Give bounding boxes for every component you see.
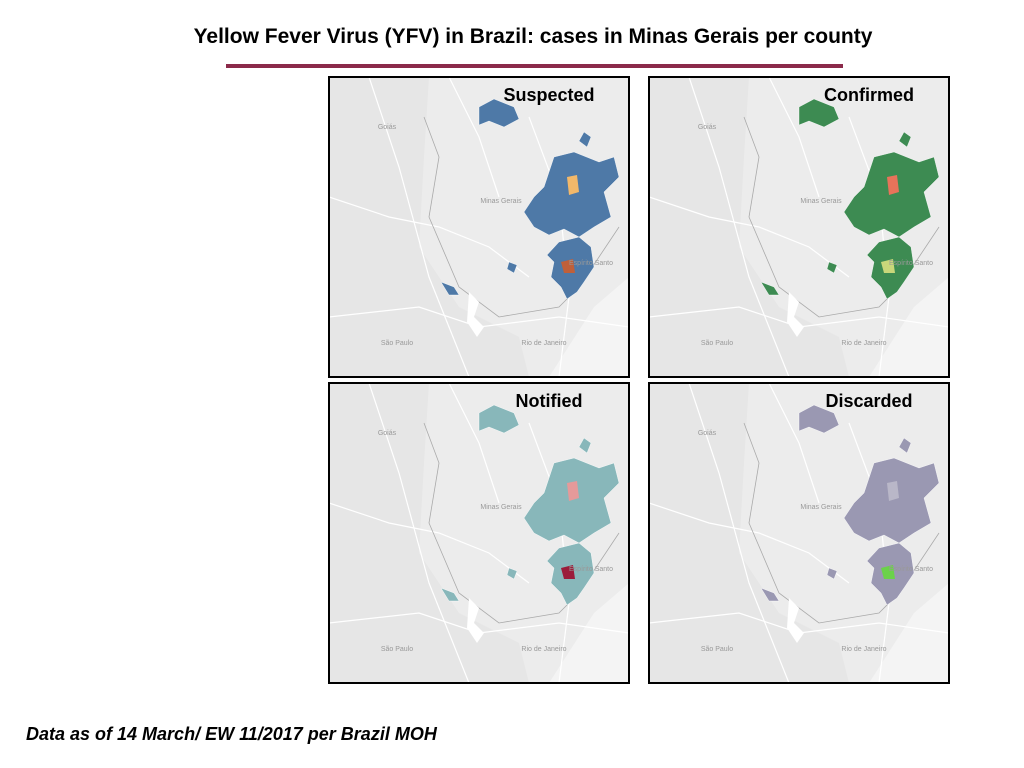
county-cluster	[506, 567, 518, 580]
map-panel: Goiás Minas Gerais Espírito Santo Rio de Ja…	[328, 382, 630, 684]
highlight	[567, 481, 579, 501]
map-panel: Goiás Minas Gerais Espírito Santo Rio de Ja…	[648, 382, 950, 684]
ocean	[869, 277, 949, 377]
county-cluster	[826, 567, 838, 580]
map-label: Espírito Santo	[569, 260, 613, 267]
highlight	[561, 565, 575, 579]
ocean	[869, 583, 949, 683]
highlight	[561, 259, 575, 273]
county-cluster	[440, 587, 460, 602]
map: Goiás Minas Gerais Espírito Santo Rio de Ja…	[329, 383, 629, 683]
map-label: São Paulo	[701, 646, 733, 653]
slide-title: Yellow Fever Virus (YFV) in Brazil: case…	[194, 25, 873, 48]
county-cluster	[798, 404, 840, 434]
county-cluster	[440, 281, 460, 296]
map-label: Espírito Santo	[569, 566, 613, 573]
county-cluster	[760, 281, 780, 296]
lake	[467, 598, 484, 643]
county-cluster	[478, 98, 520, 128]
lake	[467, 292, 484, 337]
road	[768, 77, 820, 198]
map-label: Goiás	[698, 430, 717, 437]
map-label: Goiás	[378, 124, 397, 131]
county-cluster	[898, 437, 912, 454]
title-underline	[226, 64, 843, 68]
panel-border	[648, 382, 950, 684]
road	[448, 383, 500, 504]
county-cluster	[506, 261, 518, 274]
county-cluster	[826, 261, 838, 274]
map-label: Minas Gerais	[480, 504, 522, 511]
map-label: São Paulo	[381, 340, 413, 347]
panel-title: Notified	[516, 391, 583, 411]
map-label: Rio de Janeiro	[841, 646, 886, 653]
map-label: Espírito Santo	[889, 566, 933, 573]
map-label: São Paulo	[701, 340, 733, 347]
map-label: Rio de Janeiro	[521, 646, 566, 653]
county-cluster	[578, 437, 592, 454]
footnote: Data as of 14 March/ EW 11/2017 per Braz…	[26, 724, 438, 744]
road	[329, 502, 530, 584]
road	[768, 383, 820, 504]
map: Goiás Minas Gerais Espírito Santo Rio de Ja…	[329, 77, 629, 377]
map-label: Rio de Janeiro	[841, 340, 886, 347]
map-label: Rio de Janeiro	[521, 340, 566, 347]
panel-border	[648, 76, 950, 378]
county-cluster	[478, 404, 520, 434]
road	[329, 196, 530, 278]
county-cluster	[760, 587, 780, 602]
map-label: Espírito Santo	[889, 260, 933, 267]
road	[649, 502, 850, 584]
map-label: Goiás	[378, 430, 397, 437]
highlight	[881, 565, 895, 579]
road	[688, 383, 790, 683]
panel-title: Discarded	[825, 391, 912, 411]
map-panel: Goiás Minas Gerais Espírito Santo Rio de Ja…	[328, 76, 630, 378]
map-label: São Paulo	[381, 646, 413, 653]
panel-title: Suspected	[503, 85, 594, 105]
county-cluster	[798, 98, 840, 128]
map-label: Goiás	[698, 124, 717, 131]
road	[649, 196, 850, 278]
lake	[787, 292, 804, 337]
highlight	[567, 175, 579, 195]
ocean	[549, 583, 629, 683]
highlight	[887, 175, 899, 195]
highlight	[887, 481, 899, 501]
county-cluster	[578, 131, 592, 148]
road	[368, 77, 470, 377]
panel-border	[328, 76, 630, 378]
highlight	[881, 259, 895, 273]
map-panel: Goiás Minas Gerais Espírito Santo Rio de Ja…	[648, 76, 950, 378]
road	[368, 383, 470, 683]
map-label: Minas Gerais	[480, 198, 522, 205]
map: Goiás Minas Gerais Espírito Santo Rio de Ja…	[649, 77, 949, 377]
county-cluster	[898, 131, 912, 148]
road	[448, 77, 500, 198]
road	[688, 77, 790, 377]
map: Goiás Minas Gerais Espírito Santo Rio de Ja…	[649, 383, 949, 683]
map-label: Minas Gerais	[800, 504, 842, 511]
ocean	[549, 277, 629, 377]
map-label: Minas Gerais	[800, 198, 842, 205]
lake	[787, 598, 804, 643]
panel-border	[328, 382, 630, 684]
panel-title: Confirmed	[824, 85, 914, 105]
